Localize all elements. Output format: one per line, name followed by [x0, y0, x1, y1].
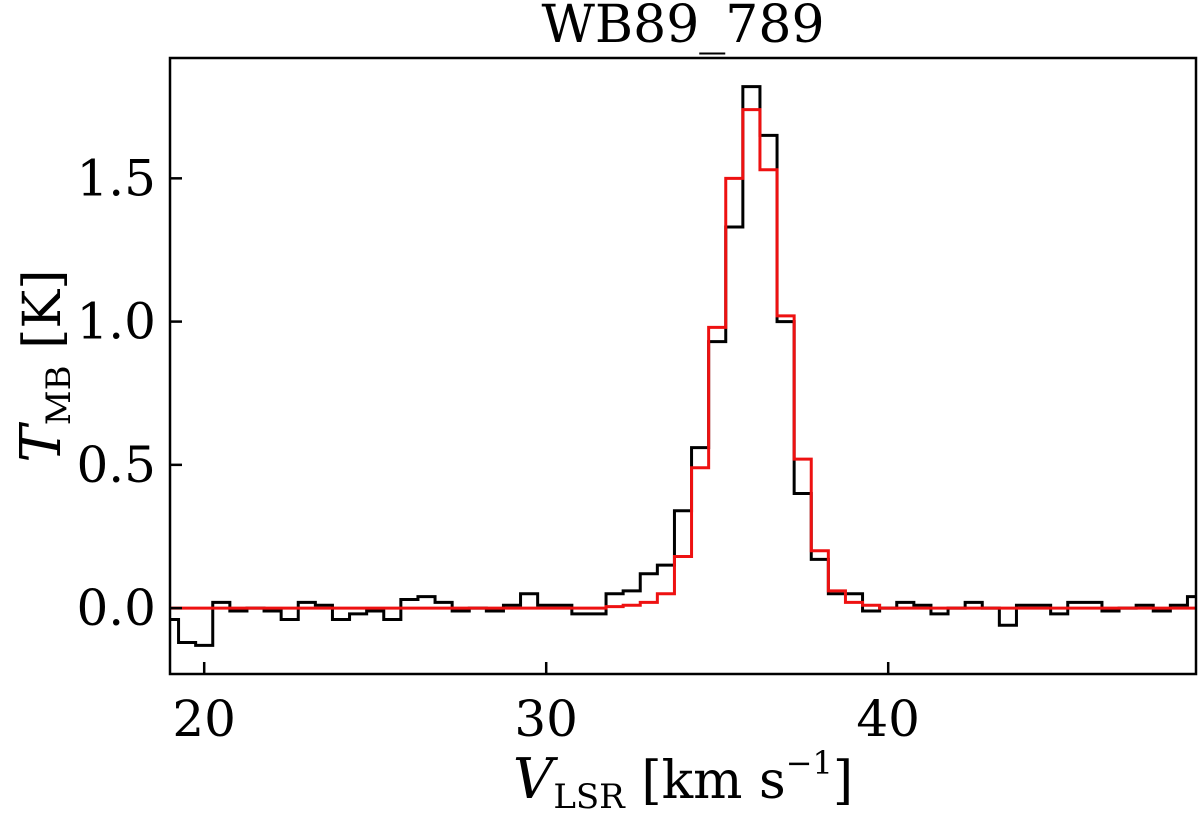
series-layer: [170, 85, 1196, 647]
x-tick-label: 20: [172, 690, 236, 748]
series-line-observed: [170, 85, 1196, 647]
y-axis-subscript: MB: [39, 365, 79, 425]
y-tick-label: 0.0: [76, 579, 156, 637]
y-axis-ticks: 0.0 0.5 1.0 1.5: [76, 149, 182, 637]
x-axis-symbol: V: [513, 747, 559, 812]
chart-title: WB89_789: [541, 0, 824, 55]
x-axis-superscript: −1: [786, 744, 833, 782]
y-axis-label: TMB [K]: [9, 269, 79, 462]
x-tick-label: 40: [856, 690, 920, 748]
y-tick-label: 0.5: [76, 436, 156, 494]
x-axis-unit-close: ]: [833, 751, 853, 811]
x-tick-label: 30: [514, 690, 578, 748]
y-tick-label: 1.5: [76, 149, 156, 207]
series-line-model: [170, 108, 1196, 610]
y-axis-unit: [K]: [13, 269, 73, 365]
y-axis-label-group: TMB [K]: [9, 269, 79, 462]
x-axis-unit-open: [km s: [625, 751, 786, 811]
x-axis-label: VLSR [km s−1]: [513, 744, 853, 814]
x-axis-ticks: 20 30 40: [172, 662, 920, 748]
x-axis-subscript: LSR: [553, 777, 626, 814]
y-axis-symbol: T: [9, 422, 74, 463]
y-tick-label: 1.0: [76, 293, 156, 351]
plot-frame: [168, 56, 1198, 676]
